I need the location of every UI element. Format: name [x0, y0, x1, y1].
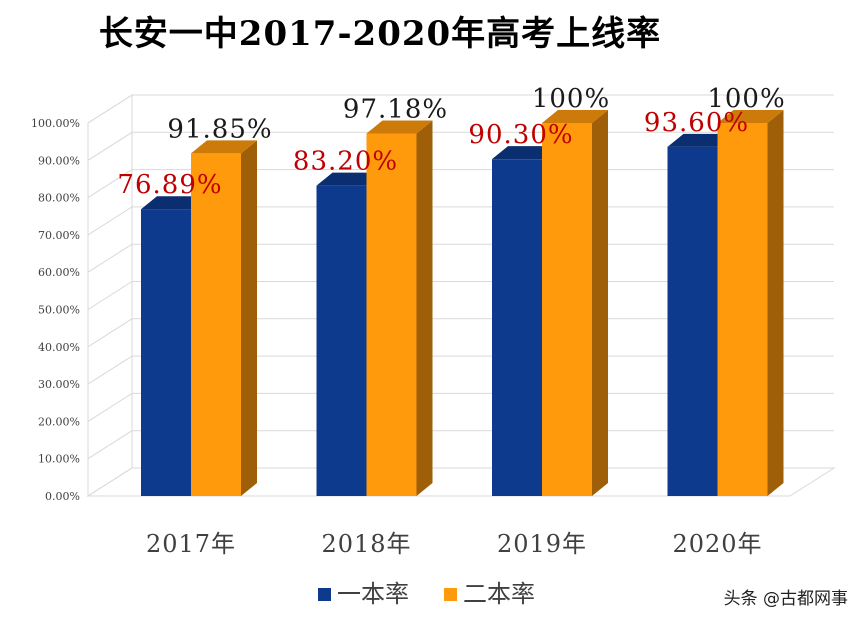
x-tick-label: 2018年: [321, 530, 411, 558]
y-tick-label: 50.00%: [38, 304, 80, 317]
legend-swatch: [318, 588, 331, 601]
bar: [542, 123, 592, 496]
y-tick-label: 90.00%: [38, 154, 80, 167]
bar-top: [492, 146, 558, 160]
chart-title: 长安一中2017-2020年高考上线率: [98, 14, 662, 54]
watermark: 头条 @古都网事: [723, 589, 848, 609]
bar-side: [416, 120, 433, 496]
bar-top: [542, 110, 608, 123]
data-label: 97.18%: [343, 95, 448, 125]
bar-top: [717, 110, 784, 123]
data-label: 83.20%: [293, 147, 398, 177]
legend-label: 二本率: [463, 580, 535, 608]
data-label: 100%: [707, 84, 785, 114]
y-tick-label: 60.00%: [38, 266, 80, 279]
gridline: [87, 94, 834, 124]
y-tick-label: 10.00%: [38, 453, 80, 466]
bar: [316, 185, 367, 496]
bar: [667, 146, 718, 496]
bar: [717, 123, 768, 496]
bar: [191, 153, 241, 496]
data-label: 100%: [532, 84, 610, 114]
data-label: 91.85%: [167, 114, 272, 144]
y-tick-label: 0.00%: [45, 490, 80, 503]
bar-top: [191, 140, 257, 154]
x-tick-label: 2019年: [497, 530, 587, 558]
bar-top: [316, 172, 383, 186]
y-tick-label: 70.00%: [38, 229, 80, 242]
y-tick-label: 100.00%: [31, 117, 80, 130]
y-tick-label: 40.00%: [38, 341, 80, 354]
bar-side: [767, 110, 784, 496]
data-label: 76.89%: [117, 170, 222, 200]
bar-side: [241, 140, 257, 496]
bar-side: [592, 110, 608, 496]
bar-top: [667, 133, 734, 147]
bar-top: [366, 120, 433, 134]
bar-top: [141, 196, 207, 210]
bar: [366, 133, 417, 496]
legend-label: 一本率: [337, 580, 409, 608]
bar: [492, 159, 542, 496]
y-tick-label: 20.00%: [38, 415, 80, 428]
bar: [141, 209, 191, 496]
data-label: 90.30%: [468, 120, 573, 150]
x-tick-label: 2020年: [672, 530, 762, 558]
x-tick-label: 2017年: [146, 530, 236, 558]
legend-swatch: [444, 588, 457, 601]
data-label: 93.60%: [644, 108, 749, 138]
y-tick-label: 80.00%: [38, 192, 80, 205]
y-tick-label: 30.00%: [38, 378, 80, 391]
